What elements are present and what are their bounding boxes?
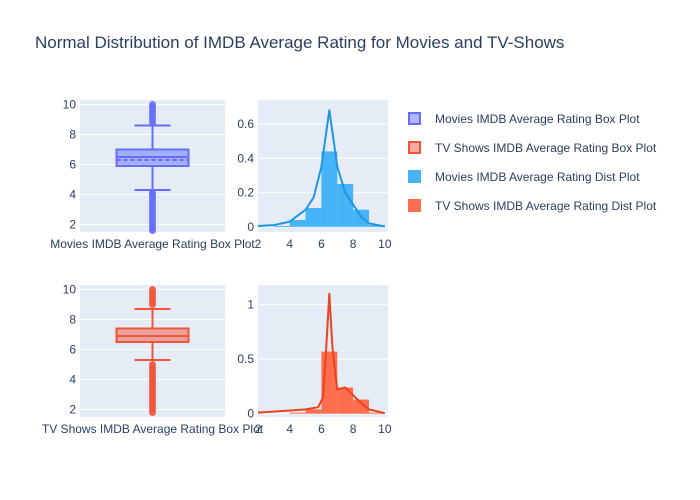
y-tick-label: 10 <box>63 98 77 112</box>
y-tick-label: 0.4 <box>237 151 254 165</box>
histogram-bar <box>289 412 306 414</box>
x-tick-label: 6 <box>318 422 325 436</box>
histogram-bar <box>368 412 385 414</box>
histogram-bar <box>305 208 322 227</box>
kde-curve <box>257 109 385 228</box>
y-tick-label: 0.6 <box>237 117 254 131</box>
x-tick-label: 8 <box>350 237 357 251</box>
x-tick-label: 8 <box>350 422 357 436</box>
x-tick-label: 10 <box>378 422 392 436</box>
histogram-bar <box>337 184 354 227</box>
outlier-point <box>149 286 156 293</box>
x-axis-label: TV Shows IMDB Average Rating Box Plot <box>42 422 264 436</box>
y-tick-label: 10 <box>63 283 77 297</box>
outlier-point <box>149 101 156 108</box>
y-tick-label: 4 <box>69 373 76 387</box>
y-tick-label: 8 <box>69 128 76 142</box>
y-tick-label: 0.2 <box>237 186 254 200</box>
x-tick-label: 2 <box>255 422 262 436</box>
legend-swatch-tv-dist <box>408 199 421 212</box>
y-tick-label: 0 <box>247 407 254 421</box>
kde-curve <box>257 292 386 415</box>
y-tick-label: 6 <box>69 343 76 357</box>
histogram-bar <box>337 387 354 414</box>
legend-item-movies-box[interactable]: Movies IMDB Average Rating Box Plot <box>408 104 656 133</box>
y-tick-label: 1 <box>247 298 254 312</box>
histogram-bar <box>273 226 290 227</box>
y-tick-label: 4 <box>69 188 76 202</box>
x-tick-label: 4 <box>286 237 293 251</box>
y-tick-label: 2 <box>69 218 76 232</box>
legend-item-movies-dist[interactable]: Movies IMDB Average Rating Dist Plot <box>408 162 656 191</box>
legend-label: Movies IMDB Average Rating Box Plot <box>435 111 640 126</box>
x-tick-label: 4 <box>286 422 293 436</box>
tv-dist-panel: 0 0.5 1 2 4 6 8 10 <box>237 285 392 436</box>
x-tick-label: 2 <box>255 237 262 251</box>
y-tick-label: 0.5 <box>237 352 254 366</box>
legend-swatch-movies-dist <box>408 170 421 183</box>
y-tick-label: 8 <box>69 313 76 327</box>
histogram-bar <box>289 220 306 227</box>
legend: Movies IMDB Average Rating Box Plot TV S… <box>408 104 656 220</box>
legend-label: Movies IMDB Average Rating Dist Plot <box>435 169 640 184</box>
x-tick-label: 6 <box>318 237 325 251</box>
histogram-bar <box>368 225 385 227</box>
legend-label: TV Shows IMDB Average Rating Dist Plot <box>435 198 657 213</box>
legend-swatch-tv-box <box>408 141 421 154</box>
x-axis-label: Movies IMDB Average Rating Box Plot <box>50 237 255 251</box>
histogram-bar <box>321 151 338 227</box>
histogram-bar <box>353 399 369 414</box>
chart-title: Normal Distribution of IMDB Average Rati… <box>35 33 565 52</box>
y-tick-label: 6 <box>69 158 76 172</box>
movies-dist-panel: 0 0.2 0.4 0.6 2 4 6 8 10 <box>237 100 392 251</box>
x-tick-label: 10 <box>378 237 392 251</box>
histogram-bar <box>353 209 369 227</box>
legend-swatch-movies-box <box>408 112 421 125</box>
outlier-point <box>149 189 156 197</box>
outlier-point <box>149 361 156 368</box>
y-tick-label: 2 <box>69 403 76 417</box>
histogram-bar <box>305 409 322 414</box>
y-tick-label: 0 <box>247 220 254 234</box>
legend-item-tv-dist[interactable]: TV Shows IMDB Average Rating Dist Plot <box>408 191 656 220</box>
legend-label: TV Shows IMDB Average Rating Box Plot <box>435 140 657 155</box>
movies-box-panel: 2 4 6 8 10 Movies IMDB Average Rating Box Plo… <box>50 98 255 252</box>
legend-item-tv-box[interactable]: TV Shows IMDB Average Rating Box Plot <box>408 133 656 162</box>
